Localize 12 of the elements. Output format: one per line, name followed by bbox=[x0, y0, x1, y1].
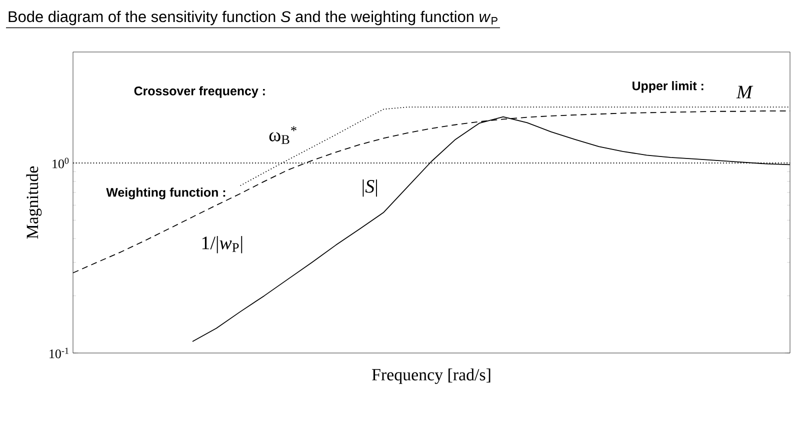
annotation: Crossover frequency : bbox=[134, 86, 265, 98]
annotation: Weighting function : bbox=[106, 188, 226, 200]
series-label: |S| bbox=[362, 179, 377, 197]
annotation: Upper limit : bbox=[632, 81, 704, 93]
x-axis-title: Frequency [rad/s] bbox=[372, 368, 490, 384]
chart-title: Bode diagram of the sensitivity function S and the weighting function w$_{P}$ bbox=[8, 10, 498, 26]
y-tick-label: 10$^{-1}$ bbox=[50, 348, 68, 358]
series-label: M bbox=[736, 86, 754, 98]
series-label: 1/|w$_{P}$| bbox=[202, 236, 242, 254]
annotation: ω$_{B}$* bbox=[269, 126, 296, 144]
y-axis-title: Magnitude bbox=[26, 166, 42, 239]
y-tick-label: 10$^{0}$ bbox=[52, 158, 69, 168]
